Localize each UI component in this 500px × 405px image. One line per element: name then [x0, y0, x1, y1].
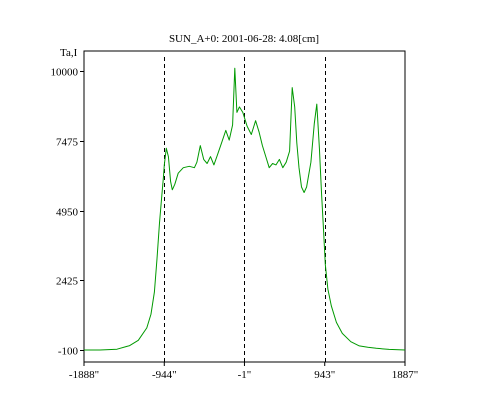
x-tick-label-2: -1" — [238, 369, 252, 381]
x-axis-ticks: -1888" -944" -1" 943" 1887" — [69, 362, 418, 381]
y-axis-ticks: -100 2425 4950 7475 10000 — [51, 67, 84, 358]
y-tick-label-0: -100 — [58, 346, 79, 358]
x-tick-label-1: -944" — [152, 369, 177, 381]
reference-lines — [164, 57, 326, 362]
series-line-0 — [84, 67, 406, 351]
x-tick-label-4: 1887" — [392, 369, 419, 381]
chart-title: SUN_A+0: 2001-06-28: 4.08[cm] — [169, 33, 319, 45]
y-tick-label-3: 7475 — [56, 137, 79, 149]
y-tick-label-1: 2425 — [56, 276, 79, 288]
x-tick-label-0: -1888" — [69, 369, 99, 381]
y-tick-label-2: 4950 — [56, 207, 79, 219]
series-layer — [84, 67, 406, 351]
y-axis-label: Ta,I — [60, 47, 78, 59]
y-tick-label-4: 10000 — [51, 67, 79, 79]
x-tick-label-3: 943" — [314, 369, 335, 381]
